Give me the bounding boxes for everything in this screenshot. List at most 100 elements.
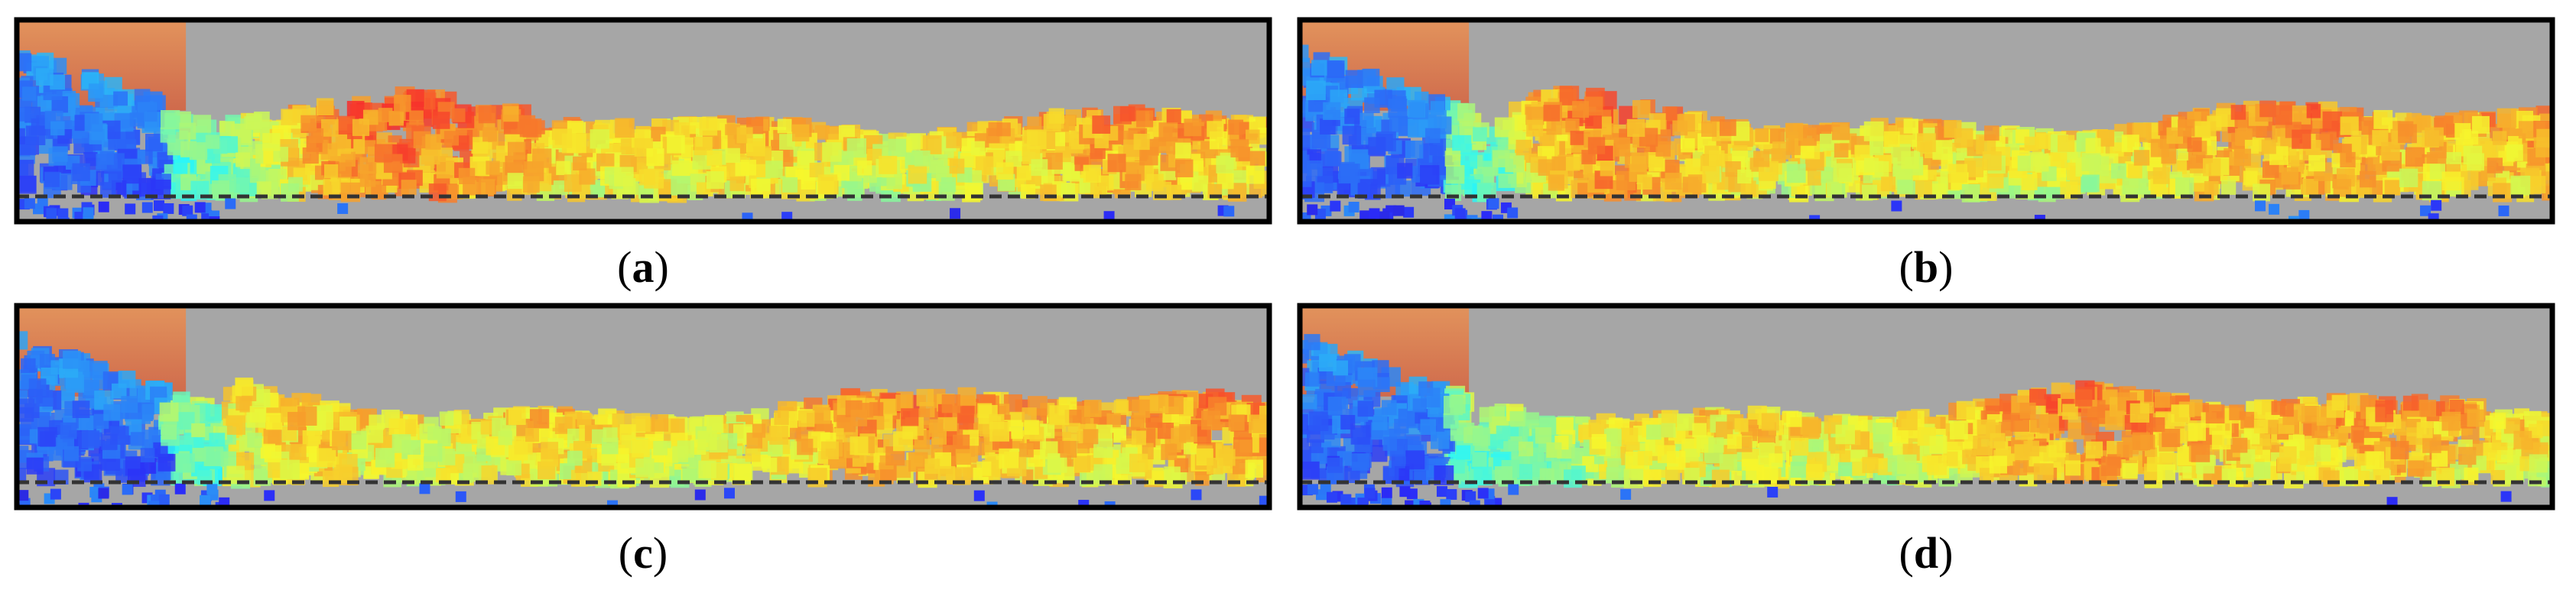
particle	[130, 432, 145, 446]
particle	[308, 128, 324, 144]
particle	[44, 171, 60, 187]
particle	[1307, 149, 1321, 164]
particle	[35, 68, 54, 86]
particle	[160, 127, 176, 143]
particle	[2127, 164, 2142, 179]
particle	[108, 168, 122, 183]
particle	[50, 57, 67, 75]
label-part: (	[1899, 242, 1914, 292]
particle	[782, 177, 798, 193]
particle	[1961, 183, 1980, 203]
particle	[26, 457, 44, 475]
particle	[2146, 155, 2163, 171]
particle	[1040, 184, 1057, 201]
particle	[1107, 154, 1126, 173]
particle	[779, 134, 795, 150]
particle	[2302, 178, 2319, 196]
panel-border	[14, 17, 1272, 225]
particle	[1119, 106, 1135, 122]
particle	[2152, 167, 2170, 184]
particle	[1948, 164, 1967, 183]
particle	[2081, 174, 2100, 193]
particle	[908, 164, 927, 184]
particle	[996, 122, 1011, 137]
particle	[1048, 108, 1064, 124]
particle	[1307, 160, 1323, 177]
leaked-particle	[1314, 209, 1326, 220]
particle	[340, 182, 361, 203]
particle	[556, 160, 570, 176]
particle	[205, 135, 220, 149]
particle	[177, 412, 195, 430]
particle	[949, 158, 965, 174]
particle	[249, 167, 266, 183]
particle	[205, 404, 222, 421]
particle	[809, 163, 824, 178]
particle	[482, 127, 497, 142]
particle	[1702, 166, 1720, 183]
leaked-particle	[141, 202, 153, 213]
particle	[1982, 151, 2002, 171]
particle	[1083, 164, 1102, 183]
particle	[916, 388, 934, 407]
particle	[1984, 125, 1999, 141]
particle	[2308, 154, 2326, 172]
particle	[1090, 182, 1107, 199]
particle	[2021, 174, 2038, 190]
particle	[996, 162, 1014, 180]
particle	[1430, 101, 1445, 115]
particle	[352, 118, 370, 136]
particle	[914, 150, 931, 167]
particle	[1125, 173, 1142, 190]
particle	[1551, 156, 1570, 174]
particle	[1584, 112, 1602, 129]
particle	[1342, 125, 1362, 145]
leaked-particle	[194, 202, 206, 213]
particle	[2425, 127, 2444, 147]
label-part: a	[632, 242, 655, 292]
particle	[1164, 466, 1181, 484]
particle	[1725, 161, 1741, 177]
particle	[1175, 142, 1191, 159]
particle	[1655, 141, 1671, 157]
particle	[644, 168, 664, 189]
particle	[1133, 134, 1150, 151]
particle	[50, 121, 65, 136]
leaked-particle	[1891, 200, 1902, 212]
panel-border	[1297, 17, 2555, 225]
particle	[2415, 115, 2431, 131]
particle	[394, 95, 411, 112]
particle	[895, 394, 913, 412]
particle	[1388, 99, 1408, 118]
leaked-particle	[1348, 202, 1359, 213]
particle	[1572, 101, 1590, 118]
particle	[879, 155, 898, 174]
particle	[1803, 167, 1821, 186]
particle	[2262, 161, 2279, 178]
particle	[762, 457, 778, 472]
particle	[436, 160, 455, 179]
particle	[1771, 148, 1786, 164]
particle	[1397, 163, 1413, 179]
particle	[725, 148, 740, 163]
particle	[1986, 171, 2004, 189]
particle	[409, 110, 424, 125]
particle	[2528, 176, 2546, 194]
particle	[573, 156, 587, 170]
particle	[1708, 150, 1725, 167]
particle	[1917, 133, 1936, 153]
particle	[256, 181, 271, 196]
particle	[1311, 60, 1327, 76]
particle	[667, 135, 685, 154]
particle	[1246, 165, 1265, 184]
particle	[2085, 138, 2101, 154]
particle	[1045, 152, 1063, 170]
particle	[1232, 170, 1249, 186]
particle	[1405, 140, 1424, 159]
particle	[263, 429, 281, 446]
leaked-particle	[186, 214, 197, 222]
particle	[1753, 151, 1770, 167]
particle	[1300, 44, 1309, 63]
particle	[1587, 137, 1606, 154]
panel-content	[17, 20, 1269, 222]
